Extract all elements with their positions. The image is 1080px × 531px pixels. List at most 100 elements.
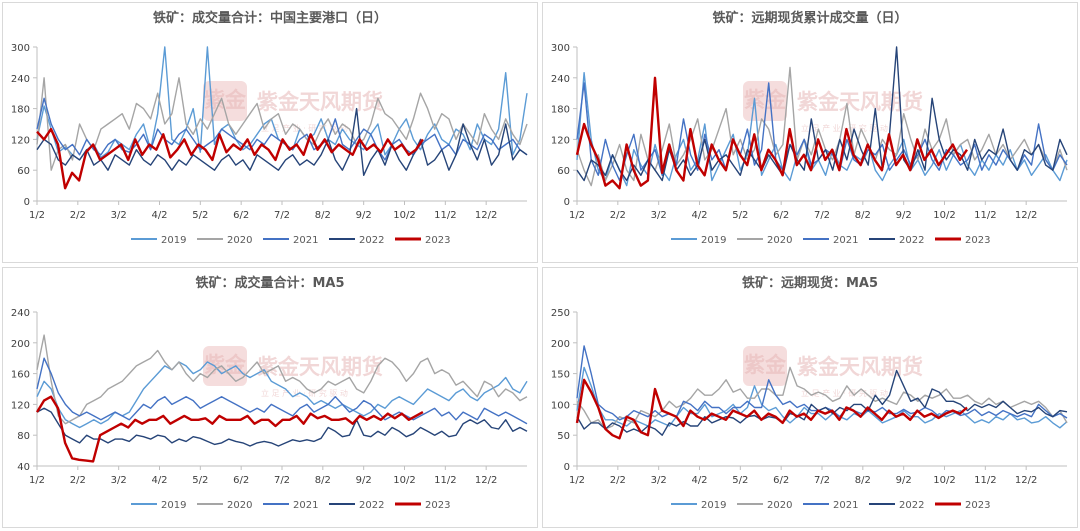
y-tick-label: 80 xyxy=(17,431,30,442)
y-tick-label: 0 xyxy=(564,462,570,473)
watermark-badge-text: 紫金 xyxy=(744,353,787,377)
y-tick-label: 180 xyxy=(11,105,30,116)
watermark-badge xyxy=(203,346,247,386)
x-tick-label: 6/2 xyxy=(773,210,789,221)
x-tick-label: 7/2 xyxy=(274,475,290,486)
x-tick-label: 11/2 xyxy=(974,210,996,221)
y-tick-label: 180 xyxy=(551,105,570,116)
chart-title: 铁矿：远期现货：MA5 xyxy=(741,275,878,291)
legend-label-2019: 2019 xyxy=(701,500,726,511)
x-tick-label: 1/2 xyxy=(569,210,585,221)
legend-label-2020: 2020 xyxy=(767,235,792,246)
x-tick-label: 5/2 xyxy=(732,210,748,221)
series-line-2021 xyxy=(36,357,528,425)
x-tick-label: 10/2 xyxy=(393,475,415,486)
watermark-text: 紫金天风期货 xyxy=(797,90,923,114)
y-tick-label: 0 xyxy=(24,197,30,208)
series-line-2022 xyxy=(576,369,1068,436)
legend: 2019 2020 2021 2022 2023 xyxy=(671,235,990,246)
x-tick-label: 1/2 xyxy=(569,475,585,486)
x-tick-label: 10/2 xyxy=(393,210,415,221)
legend-label-2019: 2019 xyxy=(161,500,186,511)
x-tick-label: 10/2 xyxy=(933,475,955,486)
y-tick-label: 160 xyxy=(11,370,30,381)
x-tick-label: 9/2 xyxy=(356,210,372,221)
watermark-subtext: 立 足 产 业 · 研 究 驱 动 xyxy=(801,388,888,398)
y-tick-label: 150 xyxy=(551,370,570,381)
legend-label-2022: 2022 xyxy=(899,500,924,511)
legend-label-2022: 2022 xyxy=(359,235,384,246)
series-line-2019 xyxy=(576,71,1068,187)
series-line-2022 xyxy=(36,107,528,177)
legend: 2019 2020 2021 2022 2023 xyxy=(131,235,450,246)
y-tick-label: 120 xyxy=(11,400,30,411)
x-tick-label: 12/2 xyxy=(1015,210,1037,221)
legend-label-2021: 2021 xyxy=(833,235,858,246)
x-tick-label: 8/2 xyxy=(315,210,331,221)
series-line-2020 xyxy=(36,334,528,425)
x-tick-label: 9/2 xyxy=(356,475,372,486)
x-tick-label: 1/2 xyxy=(29,210,45,221)
legend-label-2023: 2023 xyxy=(965,235,990,246)
x-tick-label: 3/2 xyxy=(111,475,127,486)
x-tick-label: 6/2 xyxy=(233,210,249,221)
y-tick-label: 240 xyxy=(551,74,570,85)
x-tick-label: 7/2 xyxy=(814,475,830,486)
legend: 2019 2020 2021 2022 2023 xyxy=(671,500,990,511)
x-tick-label: 8/2 xyxy=(855,475,871,486)
x-tick-label: 9/2 xyxy=(896,475,912,486)
watermark-subtext: 立 足 产 业 · 研 究 驱 动 xyxy=(261,388,348,398)
y-tick-label: 120 xyxy=(11,135,30,146)
chart-panel-port-volume: 紫金 紫金天风期货立 足 产 业 · 研 究 驱 动铁矿：成交量合计：中国主要港口… xyxy=(2,2,538,263)
legend-label-2019: 2019 xyxy=(701,235,726,246)
x-tick-label: 11/2 xyxy=(434,475,456,486)
y-tick-label: 300 xyxy=(11,43,30,54)
watermark-text: 紫金天风期货 xyxy=(797,355,923,379)
legend-label-2023: 2023 xyxy=(425,500,450,511)
watermark-subtext: 立 足 产 业 · 研 究 驱 动 xyxy=(261,123,348,133)
series-line-2020 xyxy=(36,77,528,171)
y-tick-label: 120 xyxy=(551,135,570,146)
y-tick-label: 100 xyxy=(551,400,570,411)
x-tick-label: 11/2 xyxy=(434,210,456,221)
legend-label-2022: 2022 xyxy=(359,500,384,511)
series-line-2023 xyxy=(35,395,424,463)
x-tick-label: 1/2 xyxy=(29,475,45,486)
x-tick-label: 9/2 xyxy=(896,210,912,221)
watermark-badge xyxy=(743,346,787,386)
x-tick-label: 2/2 xyxy=(610,475,626,486)
series-line-2023 xyxy=(36,127,424,190)
x-tick-label: 4/2 xyxy=(691,475,707,486)
legend-label-2021: 2021 xyxy=(833,500,858,511)
y-tick-label: 200 xyxy=(11,339,30,350)
x-tick-label: 6/2 xyxy=(233,475,249,486)
y-tick-label: 40 xyxy=(17,462,30,473)
x-tick-label: 7/2 xyxy=(274,210,290,221)
x-tick-label: 3/2 xyxy=(111,210,127,221)
legend-label-2021: 2021 xyxy=(293,235,318,246)
x-tick-label: 8/2 xyxy=(855,210,871,221)
y-tick-label: 50 xyxy=(557,431,570,442)
chart-title: 铁矿：成交量合计：中国主要港口（日） xyxy=(152,10,387,26)
x-tick-label: 4/2 xyxy=(691,210,707,221)
watermark-text: 紫金天风期货 xyxy=(257,90,383,114)
legend-label-2020: 2020 xyxy=(227,500,252,511)
legend-label-2022: 2022 xyxy=(899,235,924,246)
series-line-2022 xyxy=(576,46,1068,182)
x-tick-label: 8/2 xyxy=(315,475,331,486)
chart-title: 铁矿：远期现货累计成交量（日） xyxy=(711,10,907,26)
x-tick-label: 12/2 xyxy=(475,475,497,486)
legend-label-2020: 2020 xyxy=(767,500,792,511)
legend-label-2023: 2023 xyxy=(425,235,450,246)
chart-panel-port-ma5: 紫金 紫金天风期货立 足 产 业 · 研 究 驱 动铁矿：成交量合计：MA5 40 8… xyxy=(2,267,538,528)
legend-label-2019: 2019 xyxy=(161,235,186,246)
y-tick-label: 0 xyxy=(564,197,570,208)
y-tick-label: 240 xyxy=(11,308,30,319)
watermark-subtext: 立 足 产 业 · 研 究 驱 动 xyxy=(801,123,888,133)
